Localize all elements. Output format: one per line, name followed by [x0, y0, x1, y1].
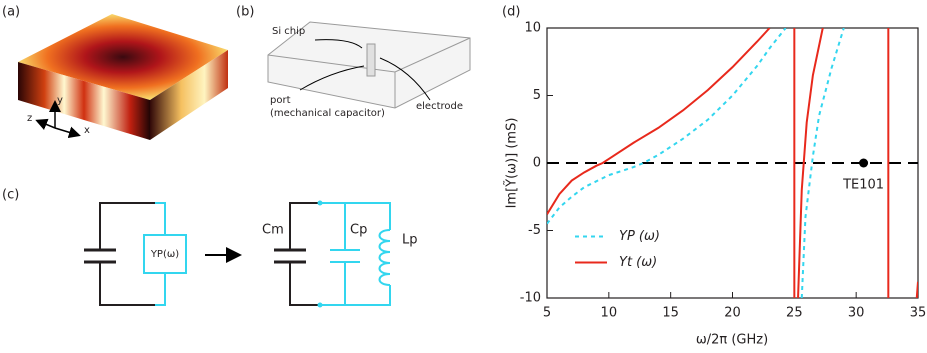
- legend-label: YP (ω): [619, 229, 660, 244]
- axis-arrow: [35, 118, 56, 130]
- component-label: Cp: [350, 223, 367, 238]
- x-tick-label: 10: [601, 306, 618, 321]
- pointer: [379, 57, 431, 101]
- slab-top: [18, 14, 228, 100]
- wire: [289, 202, 320, 306]
- annotation-point: [859, 158, 869, 168]
- annotation-label: TE101: [842, 178, 884, 193]
- x-tick-label: 35: [910, 306, 927, 321]
- axis-name: x: [84, 125, 90, 136]
- annotation: port: [270, 95, 291, 106]
- panel-b: (b) Si chip port (mechanical capacitor) …: [236, 5, 471, 119]
- node: [317, 302, 323, 308]
- admittance-box: [143, 234, 187, 274]
- component-label: Cm: [262, 223, 284, 238]
- chip: [366, 43, 376, 77]
- pointer: [314, 39, 363, 49]
- component-label: YP(ω): [150, 249, 179, 260]
- x-tick-label: 5: [543, 306, 551, 321]
- annotation: Si chip: [272, 26, 305, 37]
- pointer: [299, 65, 365, 91]
- legend-label: Yt (ω): [619, 255, 657, 270]
- wire: [155, 202, 166, 306]
- x-tick-label: 15: [662, 306, 679, 321]
- axis-name: z: [27, 113, 32, 124]
- y-tick-label: 10: [524, 21, 541, 36]
- series-line: [547, 28, 918, 298]
- y-tick-label: -5: [528, 223, 541, 238]
- axis-arrow: [54, 126, 81, 139]
- panel-label: (c): [2, 188, 19, 203]
- panel-label: (d): [502, 5, 520, 20]
- annotation: (mechanical capacitor): [270, 108, 385, 119]
- wire: [320, 202, 391, 306]
- component-label: Lp: [402, 233, 418, 248]
- panel-a: (a) y z x: [2, 5, 228, 140]
- wire: [99, 202, 155, 306]
- capacitor: [84, 248, 116, 264]
- panel-label: (b): [236, 5, 254, 20]
- x-tick-label: 25: [786, 306, 803, 321]
- plot-area: [547, 28, 918, 298]
- panel-d: (d) ω/2π (GHz) Im[Ỹ(ω)] (mS) 5 10 15 20 25 30…: [502, 5, 926, 348]
- slab-front: [18, 62, 150, 140]
- y-tick-label: 0: [533, 156, 541, 171]
- axis-name: y: [57, 95, 63, 106]
- capacitor: [274, 248, 306, 264]
- series-line: [547, 28, 845, 298]
- slab-side: [150, 50, 228, 140]
- node: [317, 200, 323, 206]
- inductor: [378, 229, 391, 286]
- annotation: electrode: [416, 101, 463, 112]
- panel-label: (a): [2, 5, 20, 20]
- x-tick-label: 20: [724, 306, 741, 321]
- x-tick-label: 30: [848, 306, 865, 321]
- panel-c: (c) YP(ω) Cm Cp Lp: [2, 188, 418, 308]
- capacitor: [330, 249, 360, 263]
- x-axis-label: ω/2π (GHz): [696, 333, 768, 348]
- y-tick-label: 5: [533, 88, 541, 103]
- y-tick-label: -10: [520, 291, 541, 306]
- y-axis-label: Im[Ỹ(ω)] (mS): [504, 118, 520, 209]
